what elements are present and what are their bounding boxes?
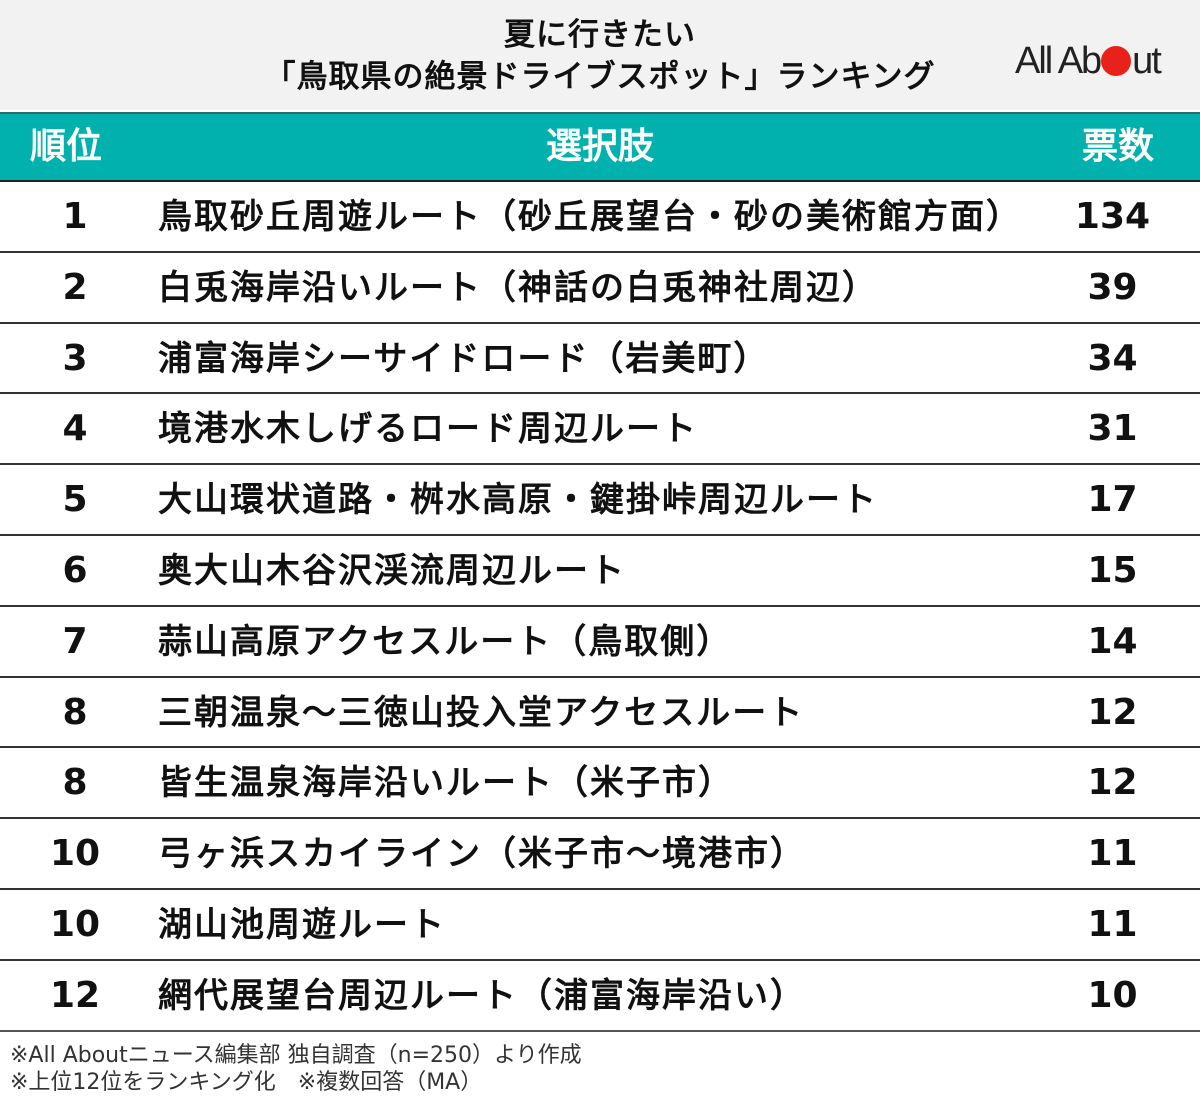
choice-cell: 網代展望台周辺ルート（浦富海岸沿い）	[158, 975, 806, 1016]
footnote-source: ※All Aboutニュース編集部 独自調査（n=250）より作成	[10, 1043, 582, 1068]
rank-cell: 5	[62, 479, 88, 521]
choice-cell: 三朝温泉～三徳山投入堂アクセスルート	[158, 692, 805, 733]
title-line-1: 夏に行きたい	[504, 17, 696, 53]
title-band	[0, 0, 1200, 110]
choice-cell: 湖山池周遊ルート	[158, 904, 446, 945]
rank-cell: 12	[49, 974, 101, 1016]
table-row: 2 白兎海岸沿いルート（神話の白兎神社周辺） 39	[0, 253, 1200, 324]
votes-cell: 12	[1087, 691, 1138, 733]
table-row: 5 大山環状道路・桝水高原・鍵掛峠周辺ルート 17	[0, 465, 1200, 536]
rank-cell: 8	[62, 762, 88, 804]
choice-cell: 境港水木しげるロード周辺ルート	[158, 409, 698, 450]
choice-cell: 弓ヶ浜スカイライン（米子市～境港市）	[158, 834, 806, 875]
rank-cell: 4	[62, 408, 88, 450]
table-row: 6 奥大山木谷沢渓流周辺ルート 15	[0, 536, 1200, 607]
rank-cell: 2	[62, 266, 88, 308]
column-header-votes: 票数	[1082, 126, 1155, 167]
footnote-method: ※上位12位をランキング化 ※複数回答（MA）	[10, 1070, 483, 1095]
rank-cell: 10	[49, 903, 101, 945]
votes-cell: 34	[1087, 337, 1138, 379]
votes-cell: 39	[1087, 266, 1138, 308]
logo-text-end: ut	[1132, 40, 1162, 82]
rank-cell: 3	[62, 337, 88, 379]
column-header-rank: 順位	[30, 126, 103, 167]
choice-cell: 奥大山木谷沢渓流周辺ルート	[158, 550, 626, 591]
rank-cell: 10	[49, 833, 101, 875]
chart-title: 夏に行きたい 「鳥取県の絶景ドライブスポット」ランキング	[0, 14, 1200, 98]
rank-cell: 6	[62, 549, 88, 591]
logo-text: All Ab	[1015, 40, 1102, 82]
rank-cell: 1	[62, 196, 88, 237]
rank-cell: 8	[62, 691, 88, 733]
table-row: 7 蒜山高原アクセスルート（鳥取側） 14	[0, 607, 1200, 678]
table-row: 12 網代展望台周辺ルート（浦富海岸沿い） 10	[0, 961, 1200, 1032]
choice-cell: 浦富海岸シーサイドロード（岩美町）	[158, 338, 770, 379]
footnotes: ※All Aboutニュース編集部 独自調査（n=250）より作成 ※上位12位…	[10, 1042, 582, 1096]
votes-cell: 12	[1087, 762, 1138, 804]
choice-cell: 皆生温泉海岸沿いルート（米子市）	[158, 763, 734, 804]
choice-cell: 大山環状道路・桝水高原・鍵掛峠周辺ルート	[158, 480, 878, 521]
allabout-logo: All Ab ut	[1015, 40, 1162, 83]
votes-cell: 17	[1087, 479, 1138, 521]
votes-cell: 11	[1087, 833, 1138, 875]
table-row: 10 弓ヶ浜スカイライン（米子市～境港市） 11	[0, 819, 1200, 890]
table-header: 選択肢 順位 票数	[0, 112, 1200, 182]
choice-cell: 白兎海岸沿いルート（神話の白兎神社周辺）	[158, 267, 878, 308]
ranking-table-body: 1 鳥取砂丘周遊ルート（砂丘展望台・砂の美術館方面） 134 2 白兎海岸沿いルート（…	[0, 182, 1200, 1032]
votes-cell: 10	[1087, 974, 1138, 1016]
table-row: 8 皆生温泉海岸沿いルート（米子市） 12	[0, 748, 1200, 820]
votes-cell: 31	[1087, 408, 1138, 450]
choice-cell: 鳥取砂丘周遊ルート（砂丘展望台・砂の美術館方面）	[158, 197, 1022, 237]
votes-cell: 14	[1087, 620, 1138, 662]
votes-cell: 134	[1074, 196, 1151, 237]
logo-red-dot-icon	[1101, 46, 1132, 76]
votes-cell: 15	[1087, 549, 1138, 591]
table-row: 1 鳥取砂丘周遊ルート（砂丘展望台・砂の美術館方面） 134	[0, 182, 1200, 253]
table-row: 4 境港水木しげるロード周辺ルート 31	[0, 394, 1200, 466]
table-row: 10 湖山池周遊ルート 11	[0, 890, 1200, 961]
table-row: 3 浦富海岸シーサイドロード（岩美町） 34	[0, 324, 1200, 395]
votes-cell: 11	[1087, 903, 1138, 945]
rank-cell: 7	[62, 620, 88, 662]
choice-cell: 蒜山高原アクセスルート（鳥取側）	[158, 621, 733, 662]
column-header-choice: 選択肢	[545, 126, 654, 167]
table-row: 8 三朝温泉～三徳山投入堂アクセスルート 12	[0, 678, 1200, 749]
title-line-2: 「鳥取県の絶景ドライブスポット」ランキング	[264, 59, 936, 95]
